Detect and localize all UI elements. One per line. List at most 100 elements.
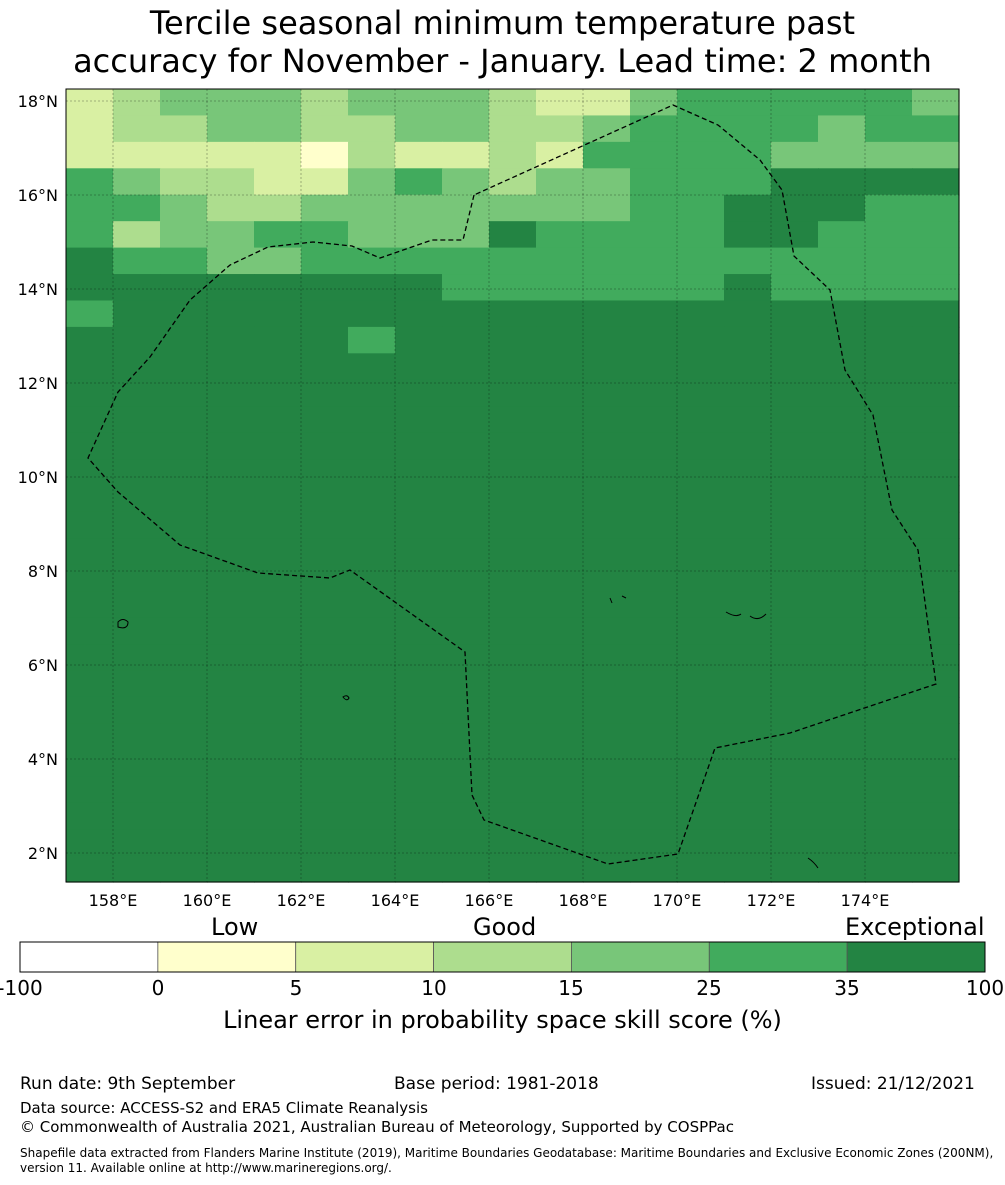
skill-cell [489,459,537,487]
skill-cell [865,89,913,117]
skill-cell [677,670,725,698]
skill-cell [818,670,866,698]
skill-cell [160,432,208,460]
skill-cell [818,300,866,328]
skill-cell [912,855,960,883]
skill-cell [912,115,960,143]
skill-cell [160,221,208,249]
skill-cell [489,617,537,645]
skill-cell [771,617,819,645]
skill-cell [160,485,208,513]
longitude-tick-label: 166°E [465,891,514,910]
skill-cell [442,591,490,619]
skill-cell [207,511,255,539]
skill-cell [113,802,161,830]
skill-cell [630,644,678,672]
skill-cell [771,776,819,804]
skill-cell [865,696,913,724]
skill-cell [348,564,396,592]
skill-cell [771,141,819,169]
skill-cell [865,141,913,169]
skill-cell [160,564,208,592]
skill-cell [442,776,490,804]
skill-cell [66,538,114,566]
skill-cell [677,723,725,751]
skill-cell [912,274,960,302]
skill-cell [583,274,631,302]
skill-cell [583,855,631,883]
skill-cell [442,564,490,592]
skill-cell [301,538,349,566]
skill-cell [583,221,631,249]
skill-cell [583,459,631,487]
skill-cell [630,591,678,619]
latitude-tick-label: 12°N [18,374,58,393]
skill-cell [630,776,678,804]
skill-cell [536,432,584,460]
skill-cell [395,221,443,249]
skill-cell [348,511,396,539]
skill-cell [536,221,584,249]
skill-cell [207,802,255,830]
skill-cell [301,379,349,407]
skill-cell [677,802,725,830]
skill-cell [771,115,819,143]
skill-cell [818,221,866,249]
skill-cell [583,802,631,830]
skill-cell [724,115,772,143]
skill-cell [66,300,114,328]
skill-cell [301,855,349,883]
latitude-tick-label: 18°N [18,92,58,111]
skill-cell [395,670,443,698]
skill-cell [207,591,255,619]
skill-cell [113,141,161,169]
skill-cell [160,749,208,777]
skill-cell [395,723,443,751]
skill-cell [301,591,349,619]
skill-cell [912,802,960,830]
skill-cell [865,591,913,619]
skill-cell [254,379,302,407]
skill-cell [301,749,349,777]
skill-cell [677,194,725,222]
skill-cell [865,644,913,672]
skill-cell [254,274,302,302]
skill-cell [583,829,631,857]
skill-cell [724,168,772,196]
skill-cell [489,696,537,724]
skill-cell [348,723,396,751]
colorbar-segment [433,941,572,973]
skill-cell [583,776,631,804]
skill-cell [771,855,819,883]
skill-cell [677,141,725,169]
skill-cell [254,194,302,222]
issued-date: Issued: 21/12/2021 [811,1074,975,1094]
skill-cell [254,511,302,539]
skill-cell [395,115,443,143]
skill-cell [536,406,584,434]
skill-cell [113,617,161,645]
skill-cell [207,115,255,143]
skill-cell [489,353,537,381]
colorbar-segment [846,941,986,973]
skill-cell [583,168,631,196]
skill-cell [301,300,349,328]
skill-cell [583,247,631,275]
skill-cell [771,459,819,487]
skill-cell [912,89,960,117]
longitude-tick-label: 160°E [183,891,232,910]
skill-cell [301,432,349,460]
skill-cell [442,221,490,249]
skill-cell [66,406,114,434]
skill-cell [912,194,960,222]
skill-cell [912,353,960,381]
island-outline [342,695,350,701]
skill-cell [865,221,913,249]
skill-cell [536,749,584,777]
skill-cell [254,406,302,434]
skill-cell [348,353,396,381]
longitude-tick-label: 174°E [841,891,890,910]
skill-cell [160,300,208,328]
skill-cell [207,300,255,328]
skill-cell [348,141,396,169]
